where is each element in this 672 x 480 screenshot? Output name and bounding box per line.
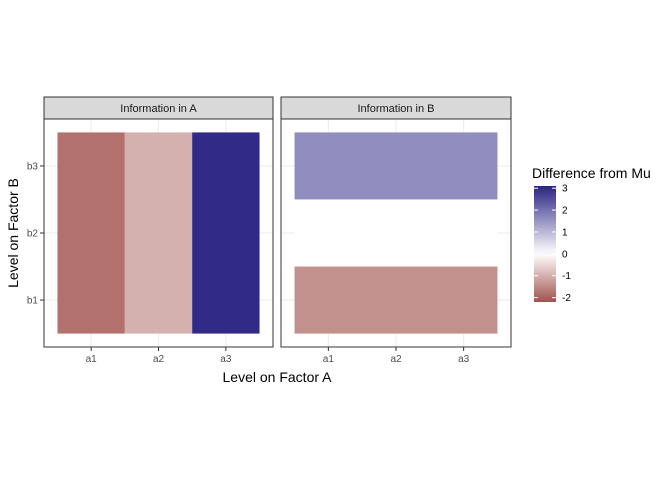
x-tick-label: a1 <box>86 354 98 365</box>
x-axis-title: Level on Factor A <box>223 369 333 385</box>
x-axes: a1 a2 a3 a1 a2 a3 <box>86 347 470 365</box>
legend-tick-label: 0 <box>562 249 568 260</box>
facet-strip <box>43 96 274 120</box>
y-tick-label: b1 <box>27 296 39 307</box>
heatmap-tile <box>57 132 125 334</box>
heatmap-tile <box>124 132 193 334</box>
facet-strip <box>280 96 512 120</box>
legend: Difference from Mu 3 2 1 0 -1 -2 <box>532 165 651 304</box>
y-axis: b1 b2 b3 <box>27 161 44 307</box>
facet-panel: Information in B <box>280 96 512 348</box>
heatmap-tile <box>294 132 498 200</box>
legend-title: Difference from Mu <box>532 165 651 181</box>
x-tick-label: a3 <box>458 354 470 365</box>
x-tick-label: a3 <box>220 354 232 365</box>
heatmap-tile <box>294 266 498 334</box>
facet-strip-label: Information in B <box>357 103 434 115</box>
legend-tick-label: -1 <box>562 271 571 282</box>
y-axis-title: Level on Factor B <box>5 178 21 288</box>
y-tick-label: b3 <box>27 161 39 172</box>
facet-panels: Information in A Information in B <box>43 96 512 348</box>
facet-strip-label: Information in A <box>120 103 197 115</box>
legend-tick-label: 2 <box>562 206 568 217</box>
legend-tick-label: -2 <box>562 293 571 304</box>
legend-colorbar <box>534 186 556 302</box>
x-tick-label: a2 <box>390 354 402 365</box>
y-tick-label: b2 <box>27 229 39 240</box>
heatmap-tile <box>294 199 498 267</box>
x-tick-label: a1 <box>323 354 335 365</box>
facet-panel: Information in A <box>43 96 274 348</box>
legend-tick-label: 1 <box>562 227 568 238</box>
legend-tick-label: 3 <box>562 184 568 195</box>
x-tick-label: a2 <box>153 354 165 365</box>
heatmap-tile <box>192 132 260 334</box>
